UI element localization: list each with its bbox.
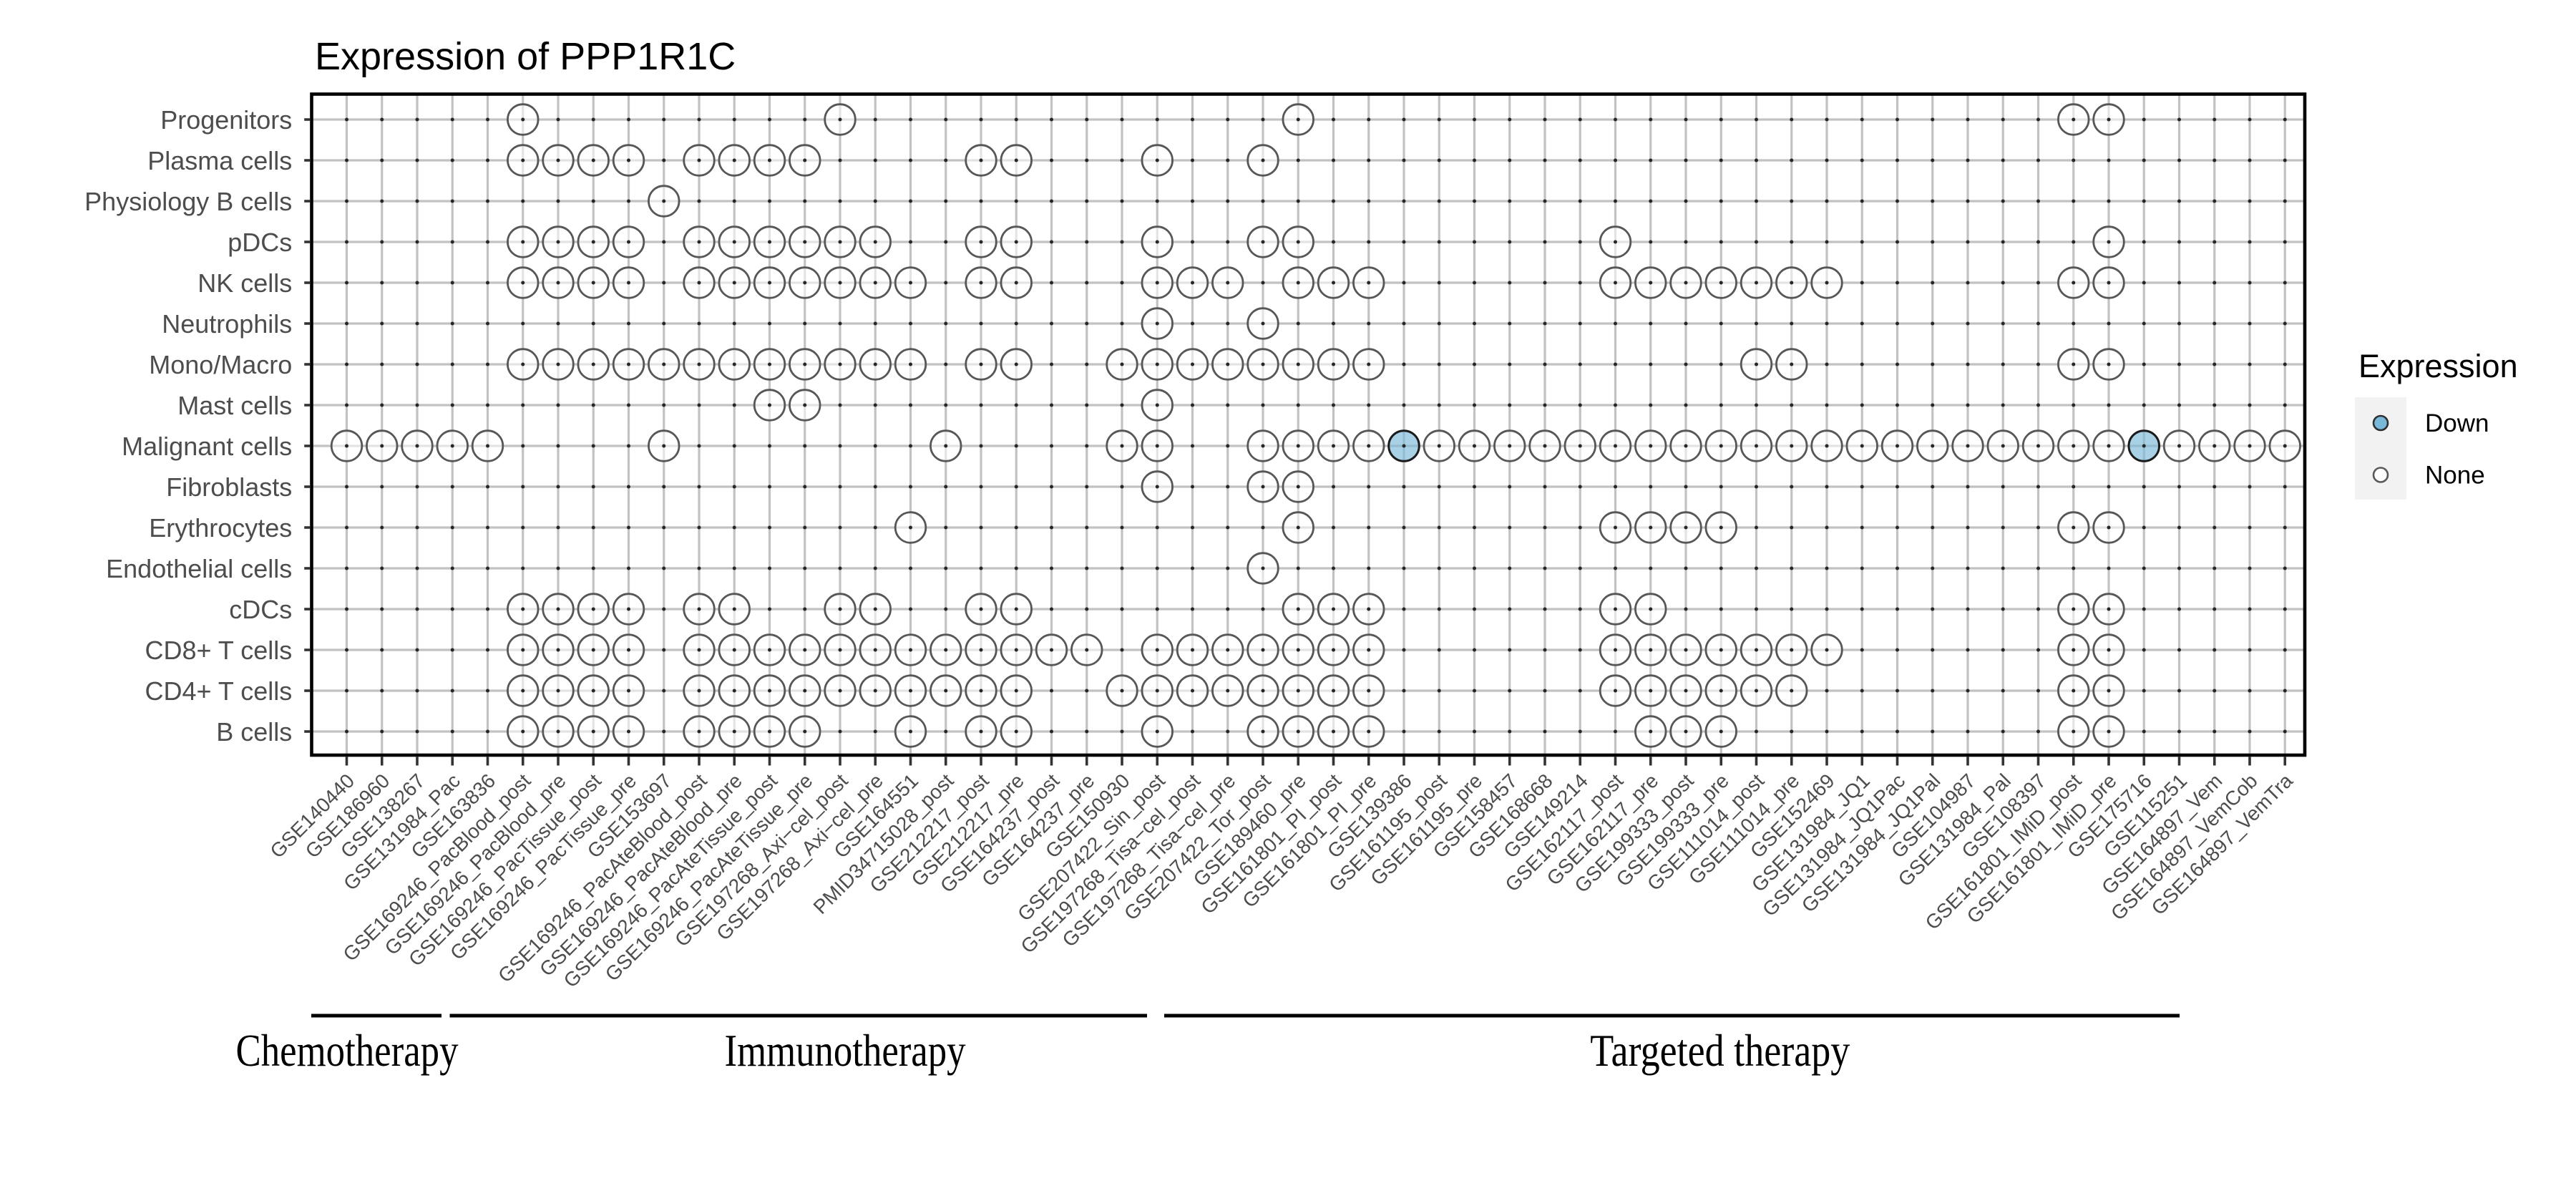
svg-text:Mast cells: Mast cells — [177, 391, 292, 420]
svg-text:CD8+ T cells: CD8+ T cells — [145, 636, 293, 665]
svg-text:Erythrocytes: Erythrocytes — [149, 513, 292, 543]
svg-text:Targeted therapy: Targeted therapy — [1590, 1026, 1850, 1076]
svg-text:Mono/Macro: Mono/Macro — [149, 350, 292, 379]
svg-text:None: None — [2425, 462, 2485, 490]
svg-text:Expression: Expression — [2358, 348, 2518, 384]
svg-text:cDCs: cDCs — [229, 595, 292, 624]
svg-text:CD4+ T cells: CD4+ T cells — [145, 676, 293, 706]
svg-text:Physiology B cells: Physiology B cells — [84, 187, 292, 216]
svg-text:Malignant cells: Malignant cells — [122, 432, 292, 461]
svg-text:Neutrophils: Neutrophils — [162, 309, 292, 339]
svg-text:NK cells: NK cells — [197, 268, 292, 298]
svg-text:Fibroblasts: Fibroblasts — [166, 472, 292, 502]
svg-text:Expression of PPP1R1C: Expression of PPP1R1C — [315, 35, 736, 78]
svg-text:Chemotherapy: Chemotherapy — [236, 1026, 459, 1076]
svg-text:Plasma cells: Plasma cells — [147, 146, 292, 175]
svg-text:B cells: B cells — [216, 717, 292, 747]
svg-text:Progenitors: Progenitors — [160, 105, 292, 135]
svg-text:pDCs: pDCs — [228, 228, 292, 257]
svg-text:Down: Down — [2425, 409, 2489, 437]
svg-text:Immunotherapy: Immunotherapy — [725, 1026, 966, 1076]
svg-text:Endothelial cells: Endothelial cells — [106, 554, 292, 583]
